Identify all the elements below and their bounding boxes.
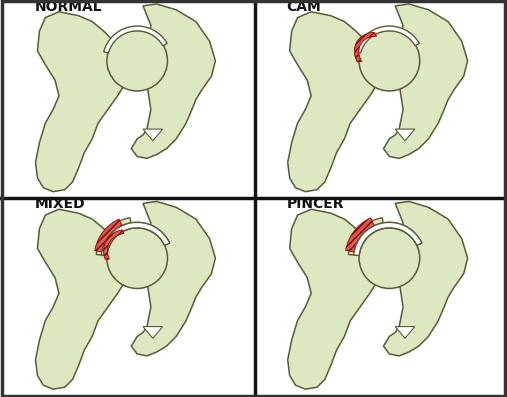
Polygon shape — [35, 209, 131, 389]
Wedge shape — [104, 26, 167, 53]
Wedge shape — [356, 26, 419, 53]
Circle shape — [107, 30, 167, 91]
Polygon shape — [103, 228, 167, 289]
Polygon shape — [143, 129, 163, 141]
Polygon shape — [287, 12, 383, 192]
Polygon shape — [355, 30, 420, 91]
Wedge shape — [101, 222, 170, 256]
Polygon shape — [354, 32, 376, 62]
Polygon shape — [383, 201, 467, 356]
Polygon shape — [287, 209, 383, 389]
Polygon shape — [103, 230, 124, 259]
Wedge shape — [354, 222, 422, 256]
Circle shape — [359, 228, 420, 289]
Text: NORMAL: NORMAL — [34, 0, 102, 14]
Polygon shape — [395, 129, 415, 141]
Polygon shape — [346, 218, 374, 252]
Polygon shape — [131, 201, 215, 356]
Text: CAM: CAM — [287, 0, 321, 14]
Polygon shape — [143, 327, 163, 338]
Polygon shape — [96, 218, 131, 255]
Text: PINCER: PINCER — [287, 197, 344, 211]
Polygon shape — [95, 219, 122, 252]
Text: MIXED: MIXED — [34, 197, 85, 211]
Polygon shape — [383, 4, 467, 158]
Polygon shape — [35, 12, 131, 192]
Polygon shape — [131, 4, 215, 158]
Polygon shape — [395, 327, 415, 338]
Polygon shape — [348, 218, 383, 255]
Wedge shape — [101, 222, 170, 256]
Wedge shape — [354, 222, 422, 256]
